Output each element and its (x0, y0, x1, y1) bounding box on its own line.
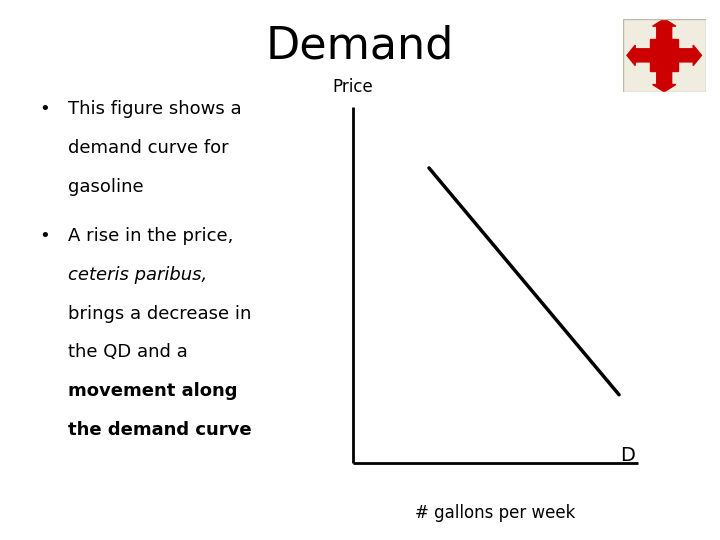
FancyArrow shape (652, 71, 676, 92)
FancyArrow shape (678, 45, 701, 65)
Text: the demand curve: the demand curve (68, 421, 252, 439)
Text: Price: Price (333, 78, 373, 96)
Bar (650, 39, 678, 71)
Text: A rise in the price,: A rise in the price, (68, 227, 234, 245)
Text: the QD and a: the QD and a (68, 343, 188, 361)
Text: •: • (40, 227, 50, 245)
Text: brings a decrease in: brings a decrease in (68, 305, 252, 322)
Text: # gallons per week: # gallons per week (415, 504, 576, 522)
Text: Demand: Demand (266, 24, 454, 68)
Text: •: • (40, 100, 50, 118)
Text: demand curve for: demand curve for (68, 139, 229, 157)
FancyArrow shape (652, 19, 676, 39)
Text: movement along: movement along (68, 382, 238, 400)
Text: ceteris paribus,: ceteris paribus, (68, 266, 207, 284)
Text: .: . (211, 421, 217, 439)
Text: This figure shows a: This figure shows a (68, 100, 242, 118)
Text: D: D (620, 446, 635, 465)
FancyArrow shape (627, 45, 650, 65)
Text: gasoline: gasoline (68, 178, 144, 195)
